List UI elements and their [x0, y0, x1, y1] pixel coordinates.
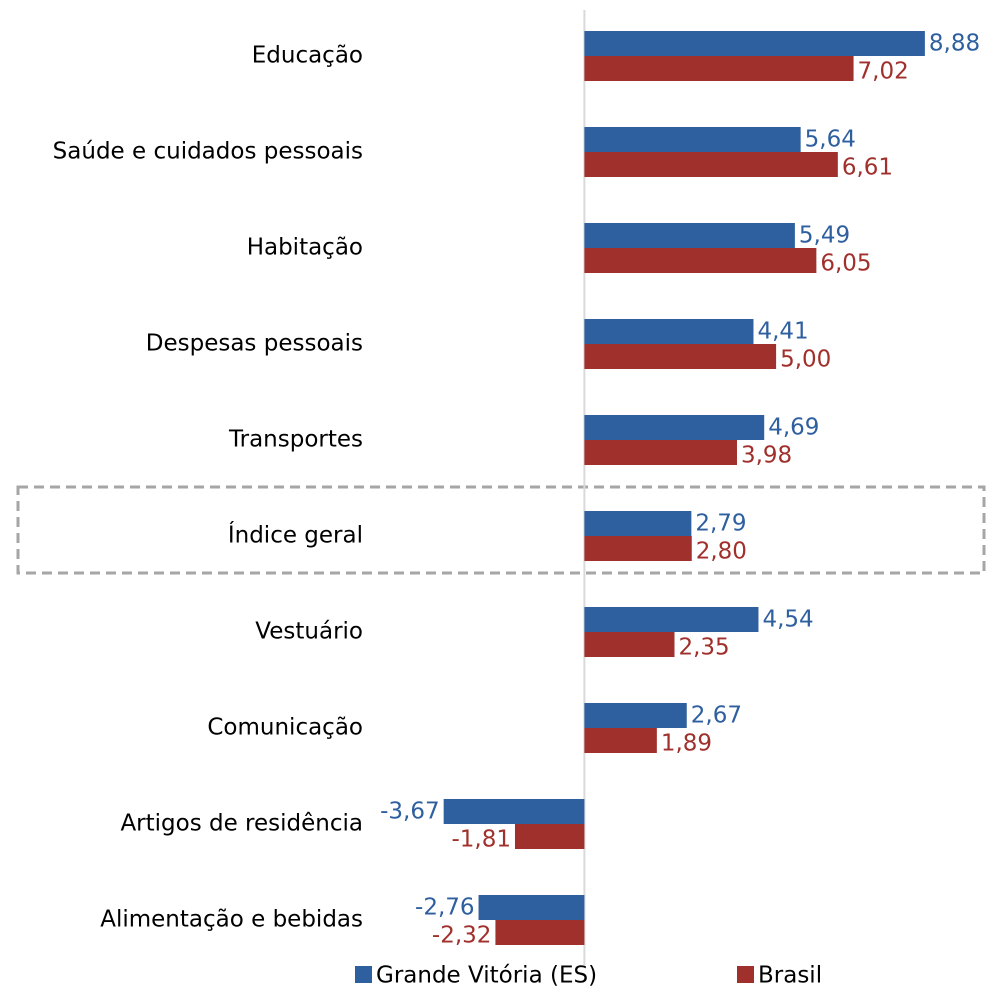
highlight-box [16, 485, 986, 575]
category-label: Educação [252, 43, 363, 69]
legend-swatch [355, 966, 372, 983]
value-label: 5,49 [799, 223, 850, 249]
category-label: Alimentação e bebidas [100, 907, 363, 933]
value-label: 6,61 [842, 155, 893, 181]
category-label: Despesas pessoais [146, 331, 363, 357]
value-label: 7,02 [858, 59, 909, 85]
bar [584, 511, 692, 536]
value-label: 2,80 [696, 539, 747, 565]
bar [584, 31, 925, 56]
category-label: Comunicação [207, 715, 363, 741]
value-label: 3,98 [741, 443, 792, 469]
bar [584, 703, 687, 728]
category-label: Índice geral [228, 521, 363, 549]
bar [584, 152, 838, 177]
category-label: Vestuário [255, 619, 363, 645]
bar [495, 920, 585, 945]
bar [584, 319, 754, 344]
category-label: Habitação [247, 235, 363, 261]
value-label: 2,67 [691, 703, 742, 729]
bar [584, 415, 765, 440]
bar [514, 824, 585, 849]
value-label: 4,69 [768, 415, 819, 441]
category-label: Artigos de residência [120, 811, 363, 837]
value-label: 8,88 [929, 31, 980, 57]
bar [584, 223, 795, 248]
bar [584, 536, 692, 561]
legend-swatch [737, 966, 754, 983]
bar [584, 127, 801, 152]
value-label: -3,67 [380, 799, 440, 825]
legend-label: Grande Vitória (ES) [376, 963, 597, 989]
legend-label: Brasil [758, 963, 822, 989]
bar [478, 895, 585, 920]
bar [443, 799, 585, 824]
value-label: 5,00 [780, 347, 831, 373]
value-label: 2,79 [695, 511, 746, 537]
value-label: -2,76 [415, 895, 475, 921]
bar [584, 248, 817, 273]
value-label: 4,41 [757, 319, 808, 345]
bar [584, 607, 759, 632]
category-label: Transportes [228, 427, 363, 453]
bar [584, 344, 777, 369]
bar [584, 56, 854, 81]
bar [584, 728, 657, 753]
category-label: Saúde e cuidados pessoais [53, 139, 363, 165]
value-label: 1,89 [661, 731, 712, 757]
bar [584, 632, 675, 657]
value-label: -1,81 [451, 827, 511, 853]
value-label: 4,54 [762, 607, 813, 633]
value-label: 6,05 [820, 251, 871, 277]
bar [584, 440, 737, 465]
value-label: -2,32 [432, 923, 492, 949]
value-label: 2,35 [678, 635, 729, 661]
value-label: 5,64 [805, 127, 856, 153]
